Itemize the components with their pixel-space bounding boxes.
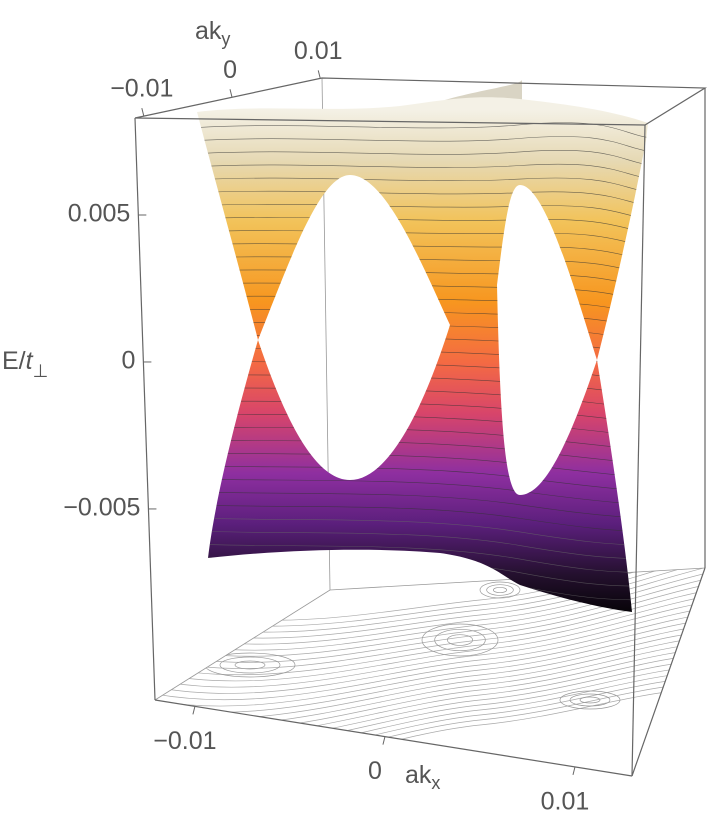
floor-contour	[155, 671, 705, 759]
y-label-main: ak	[195, 17, 222, 45]
floor-contour	[155, 623, 705, 707]
floor-contour	[486, 584, 514, 596]
box-front	[134, 77, 708, 777]
contour-line	[197, 530, 648, 562]
z-axis-label: E/t⊥	[2, 347, 48, 381]
z-tick-label: −0.005	[63, 494, 140, 522]
floor-contour	[155, 665, 705, 752]
floor-contour	[155, 605, 705, 688]
contour-line	[197, 122, 648, 140]
floor-contour	[155, 617, 705, 701]
floor-contour	[155, 575, 705, 657]
y-tick-label: −0.01	[110, 75, 173, 103]
z-label-sub: ⊥	[33, 361, 49, 381]
floor-contour	[155, 647, 705, 732]
z-tick-label: 0	[121, 347, 135, 375]
y-tick	[317, 70, 321, 79]
floor-contour	[579, 696, 601, 704]
floor-contour	[155, 683, 705, 772]
x-axis-label: akx	[405, 761, 440, 793]
z-label-var: t	[26, 347, 34, 375]
floor-contour	[155, 677, 705, 765]
floor-contour	[479, 581, 521, 599]
floor-contour	[559, 690, 621, 710]
z-tick-label: 0.005	[68, 200, 131, 228]
x-tick	[572, 766, 576, 776]
floor-contour	[421, 623, 499, 657]
contour-line	[197, 543, 648, 576]
floor-contour	[155, 593, 705, 676]
floor-contour	[155, 653, 705, 739]
contour-line	[197, 177, 648, 194]
x-label-main: ak	[405, 761, 432, 789]
x-tick-label: 0.01	[541, 788, 590, 816]
floor-contour	[155, 568, 705, 627]
contour-line	[197, 204, 648, 221]
contour-line	[197, 150, 648, 167]
y-axis-label: aky	[195, 17, 230, 49]
y-label-sub: y	[221, 29, 230, 49]
floor-contour	[569, 693, 611, 707]
x-tick-label: −0.01	[153, 727, 216, 755]
z-label-main: E/	[2, 347, 26, 375]
floor-contour	[155, 611, 705, 694]
y-tick-label: 0	[223, 56, 237, 84]
floor-contour	[434, 628, 486, 652]
contour-line	[197, 517, 648, 548]
y-tick-label: 0.01	[294, 37, 343, 65]
floor-contours	[155, 568, 705, 776]
floor-contour	[155, 599, 705, 682]
floor-contour	[155, 569, 705, 651]
x-tick	[192, 706, 196, 715]
floor-contour	[155, 629, 705, 713]
floor-contour	[219, 656, 281, 674]
x-tick-label: 0	[368, 757, 382, 785]
floor-contour	[155, 581, 705, 663]
contour-line	[197, 217, 648, 235]
contour-line	[197, 190, 648, 208]
y-tick	[229, 89, 233, 98]
contour-line	[197, 230, 648, 249]
floor-contour	[492, 586, 508, 594]
floor-contour	[234, 660, 266, 670]
y-tick	[141, 107, 145, 117]
contour-line	[197, 163, 648, 181]
floor-contour	[446, 634, 474, 646]
contour-line	[197, 136, 648, 153]
surface	[197, 97, 648, 612]
x-tick	[382, 736, 386, 745]
x-label-sub: x	[431, 773, 440, 793]
